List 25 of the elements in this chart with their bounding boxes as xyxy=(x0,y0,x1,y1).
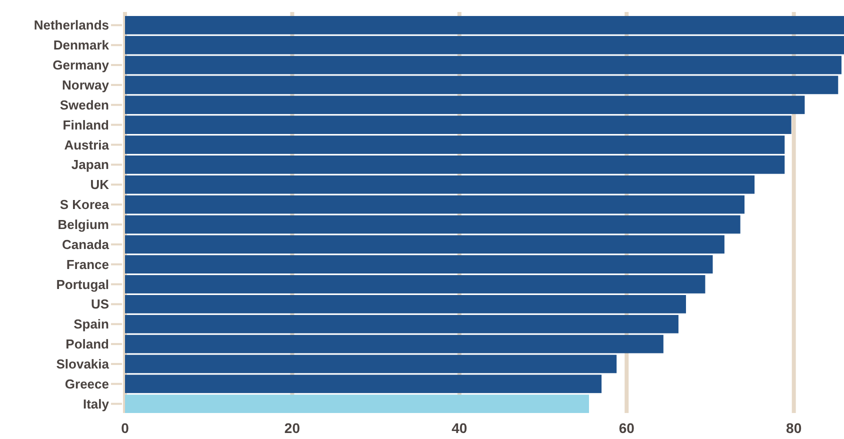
y-tick-label: Sweden xyxy=(60,97,110,112)
y-tick-label: Slovakia xyxy=(56,356,110,372)
y-tick-label: Denmark xyxy=(53,38,110,53)
x-tick-label: 60 xyxy=(618,420,635,436)
x-tick-label: 40 xyxy=(452,420,468,436)
y-tick-label: Germany xyxy=(52,58,110,73)
y-tick-label: Netherlands xyxy=(34,18,109,33)
y-tick-label: Spain xyxy=(74,316,110,332)
y-tick-label: Norway xyxy=(62,78,110,93)
y-tick-label: France xyxy=(66,256,109,272)
x-tick-label: 0 xyxy=(121,420,130,436)
y-tick-label: US xyxy=(90,296,110,312)
y-tick-label: Finland xyxy=(62,117,110,132)
y-tick-label: Japan xyxy=(71,157,110,172)
y-tick-label: S Korea xyxy=(60,197,110,212)
y-tick-label: Austria xyxy=(64,137,110,152)
y-tick-label: Poland xyxy=(66,336,110,352)
y-tick-label: Belgium xyxy=(58,217,109,232)
y-tick-label: Canada xyxy=(62,236,110,252)
y-tick-label: Portugal xyxy=(56,276,109,292)
y-tick-label: UK xyxy=(90,177,110,192)
x-tick-label: 20 xyxy=(284,420,300,436)
x-tick-label: 80 xyxy=(786,420,802,436)
y-tick-label: Greece xyxy=(64,376,109,392)
y-tick-label: Italy xyxy=(82,396,110,412)
